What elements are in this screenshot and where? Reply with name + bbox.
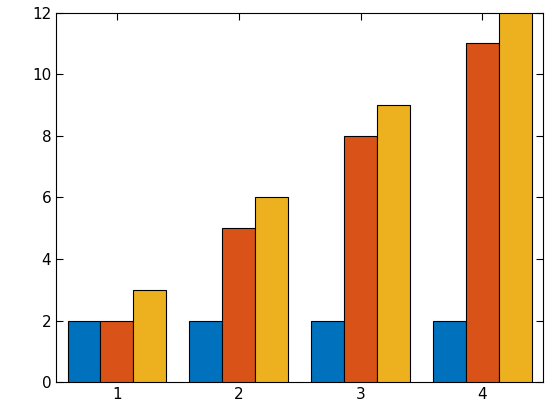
Bar xyxy=(311,320,344,382)
Bar xyxy=(133,290,166,382)
Bar xyxy=(189,320,222,382)
Bar xyxy=(222,228,255,382)
Bar xyxy=(466,43,499,382)
Bar xyxy=(68,320,100,382)
Bar xyxy=(433,320,466,382)
Bar xyxy=(344,136,377,382)
Bar xyxy=(100,320,133,382)
Bar xyxy=(499,13,531,382)
Bar xyxy=(255,197,288,382)
Bar xyxy=(377,105,410,382)
